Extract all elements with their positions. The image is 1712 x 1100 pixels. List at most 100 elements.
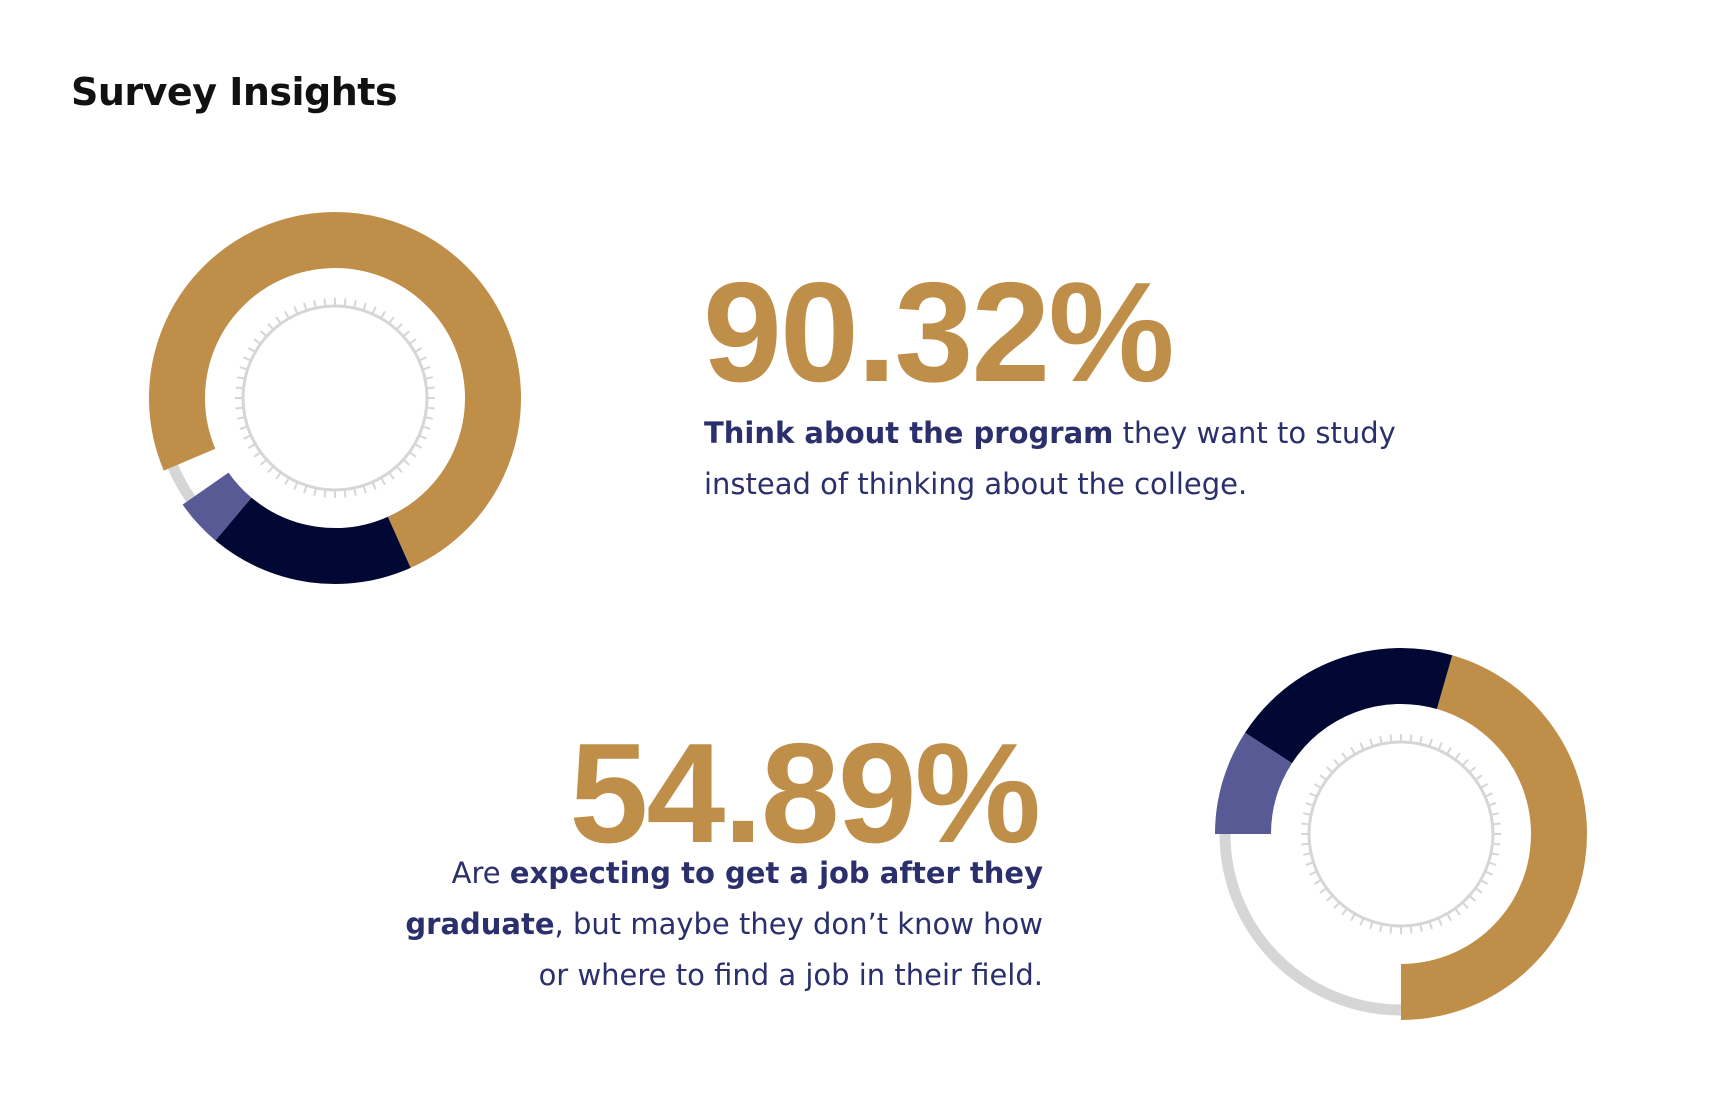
- inner-tick: [323, 298, 327, 306]
- inner-tick: [1428, 738, 1433, 746]
- inner-tick: [1305, 861, 1313, 866]
- inner-tick: [1350, 914, 1356, 922]
- ring-segment: [1245, 648, 1453, 764]
- inner-tick: [425, 416, 434, 420]
- inner-tick: [343, 298, 347, 306]
- inner-tick: [313, 488, 317, 497]
- inner-tick: [1333, 902, 1340, 909]
- stat-description: Are expecting to get a job after they gr…: [383, 848, 1043, 1001]
- inner-tick: [235, 386, 243, 390]
- inner-tick: [415, 443, 423, 449]
- inner-tick: [423, 366, 431, 371]
- ring-segment: [215, 497, 411, 584]
- inner-tick: [1333, 759, 1340, 766]
- inner-tick: [1454, 908, 1461, 916]
- inner-tick: [396, 466, 403, 473]
- inner-tick: [236, 416, 245, 420]
- inner-tick: [239, 366, 247, 371]
- inner-tick: [275, 472, 282, 480]
- inner-tick: [293, 482, 299, 490]
- inner-tick: [380, 478, 386, 486]
- inner-tick: [1475, 887, 1483, 894]
- inner-tick: [1489, 861, 1497, 866]
- inner-tick: [353, 488, 357, 497]
- inner-tick: [1493, 842, 1501, 846]
- inner-tick: [1369, 738, 1374, 746]
- inner-tick: [371, 482, 377, 490]
- inner-tick: [1326, 895, 1333, 902]
- ring-segment: [182, 471, 253, 541]
- inner-tick: [427, 406, 435, 410]
- inner-tick: [236, 376, 245, 380]
- inner-circle: [241, 304, 429, 492]
- inner-tick: [1481, 879, 1489, 885]
- inner-tick: [284, 310, 290, 318]
- inner-tick: [1475, 774, 1483, 781]
- inner-tick: [362, 302, 367, 310]
- inner-tick: [409, 451, 417, 458]
- inner-tick: [427, 386, 435, 390]
- inner-tick: [371, 306, 377, 314]
- text: they want to study instead of thinking a…: [704, 416, 1396, 501]
- inner-tick: [1454, 752, 1461, 760]
- text: Are: [451, 856, 510, 890]
- inner-tick: [1379, 735, 1383, 744]
- inner-tick: [1313, 783, 1321, 789]
- inner-tick: [419, 434, 427, 440]
- inner-tick: [1341, 752, 1348, 760]
- emphasis: expecting to get a job after they gradua…: [405, 856, 1043, 941]
- inner-tick: [1359, 742, 1365, 750]
- inner-tick: [1369, 922, 1374, 930]
- text: , but maybe they don’t know how or where…: [538, 907, 1043, 992]
- inner-tick: [1379, 924, 1383, 933]
- inner-tick: [247, 443, 255, 449]
- inner-tick: [362, 486, 367, 494]
- inner-tick: [284, 478, 290, 486]
- inner-tick: [403, 459, 410, 466]
- inner-tick: [343, 490, 347, 498]
- inner-tick: [303, 302, 308, 310]
- inner-tick: [1301, 822, 1309, 826]
- inner-tick: [247, 347, 255, 353]
- inner-tick: [267, 323, 274, 330]
- stat-description: Think about the program they want to stu…: [704, 408, 1444, 510]
- inner-tick: [267, 466, 274, 473]
- stat: 54.89%: [569, 714, 1041, 873]
- inner-tick: [1409, 926, 1413, 934]
- inner-tick: [293, 306, 299, 314]
- inner-tick: [388, 316, 395, 324]
- inner-tick: [323, 490, 327, 498]
- inner-tick: [1350, 746, 1356, 754]
- inner-tick: [1446, 746, 1452, 754]
- inner-tick: [1313, 879, 1321, 885]
- inner-tick: [1491, 852, 1500, 856]
- inner-tick: [423, 425, 431, 430]
- ring-track: [1219, 833, 1402, 1016]
- inner-tick: [243, 434, 251, 440]
- inner-tick: [396, 323, 403, 330]
- inner-tick: [409, 338, 417, 345]
- inner-tick: [1446, 914, 1452, 922]
- inner-tick: [253, 338, 261, 345]
- inner-tick: [303, 486, 308, 494]
- inner-tick: [1481, 783, 1489, 789]
- inner-tick: [1326, 766, 1333, 773]
- inner-tick: [260, 459, 267, 466]
- inner-tick: [243, 356, 251, 362]
- inner-tick: [1437, 918, 1443, 926]
- inner-tick: [1359, 918, 1365, 926]
- inner-tick: [1469, 895, 1476, 902]
- inner-tick: [1428, 922, 1433, 930]
- inner-tick: [1301, 842, 1309, 846]
- inner-tick: [380, 310, 386, 318]
- inner-tick: [1469, 766, 1476, 773]
- stat: 90.32%: [703, 253, 1175, 412]
- inner-tick: [1485, 870, 1493, 876]
- inner-tick: [1389, 734, 1393, 742]
- inner-tick: [313, 299, 317, 308]
- inner-tick: [239, 425, 247, 430]
- inner-tick: [1319, 887, 1327, 894]
- inner-tick: [388, 472, 395, 480]
